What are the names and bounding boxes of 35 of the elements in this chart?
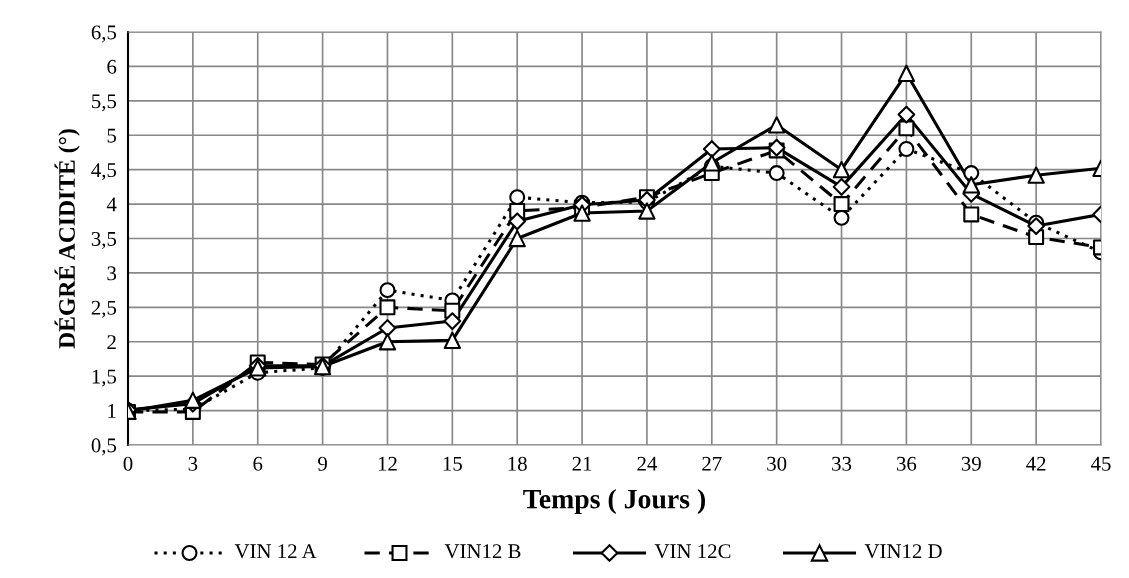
y-tick-label: 3 <box>107 266 117 281</box>
x-tick-label: 12 <box>378 456 397 471</box>
x-tick-label: 27 <box>702 456 722 471</box>
x-tick-label: 9 <box>318 456 327 471</box>
y-tick-label: 2 <box>107 335 116 349</box>
legend-label: VIN 12 A <box>234 544 317 559</box>
y-tick-label: 2,5 <box>91 300 117 318</box>
x-tick-label: 30 <box>767 456 787 471</box>
x-tick-label: 21 <box>572 456 592 471</box>
y-tick-label: 6 <box>107 59 117 74</box>
x-axis-title: Temps ( Jours ) <box>523 488 705 515</box>
legend-label: VIN12 D <box>864 544 942 559</box>
y-tick-label: 1 <box>108 404 116 418</box>
x-tick-label: 0 <box>123 456 133 471</box>
x-tick-label: 36 <box>896 456 917 471</box>
y-tick-label: 0,5 <box>91 438 117 456</box>
y-tick-label: 1,5 <box>92 369 117 387</box>
x-tick-label: 15 <box>443 456 462 471</box>
y-tick-label: 3,5 <box>91 231 117 249</box>
y-tick-label: 4,5 <box>91 163 117 181</box>
y-axis-title: DÉGRÉ ACIDITÉ (°) <box>54 129 80 349</box>
x-tick-label: 3 <box>188 456 198 471</box>
x-tick-label: 39 <box>961 456 981 471</box>
y-tick-label: 4 <box>106 197 117 212</box>
y-tick-label: 5 <box>107 128 117 143</box>
x-tick-label: 33 <box>832 456 852 471</box>
legend-label: VIN12 B <box>444 544 521 559</box>
y-tick-label: 6,5 <box>91 25 117 43</box>
legend-label: VIN 12C <box>654 544 731 559</box>
x-tick-label: 18 <box>508 456 527 471</box>
y-tick-label: 5,5 <box>92 94 117 112</box>
x-tick-label: 6 <box>253 456 263 471</box>
x-tick-label: 42 <box>1026 456 1046 471</box>
x-tick-label: 45 <box>1090 456 1111 471</box>
x-tick-label: 24 <box>637 456 658 471</box>
